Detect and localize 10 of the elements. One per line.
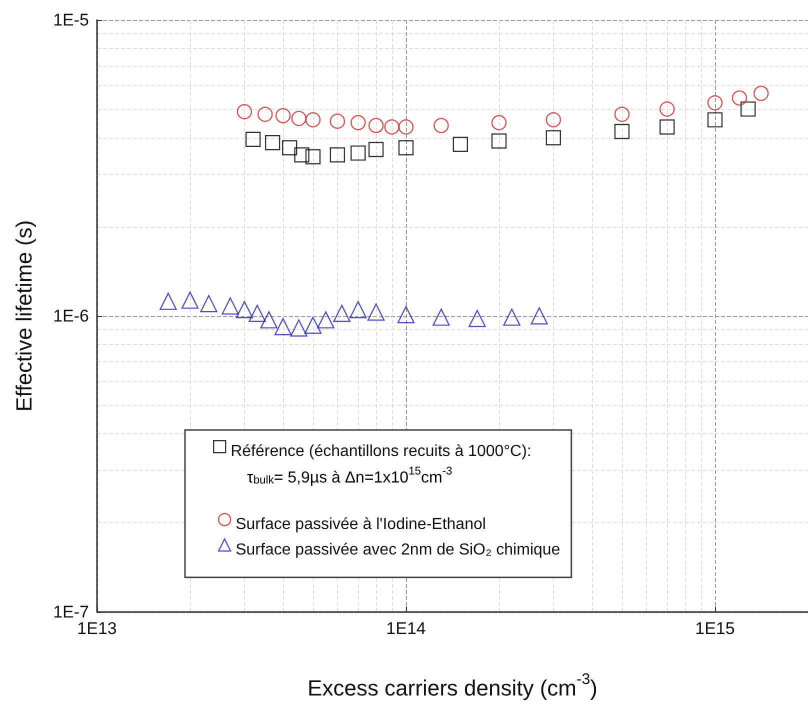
- x-tick-label: 1E14: [386, 618, 426, 638]
- x-tick-label: 1E13: [77, 618, 117, 638]
- legend-label: Surface passivée à l'Iodine-Ethanol: [236, 516, 486, 533]
- x-tick-label: 1E15: [695, 618, 735, 638]
- legend-label: Référence (échantillons recuits à 1000°C):: [230, 442, 532, 460]
- y-tick-label: 1E-6: [53, 306, 89, 326]
- y-tick-label: 1E-7: [53, 602, 89, 622]
- y-tick-label: 1E-5: [53, 10, 89, 30]
- legend-label: Surface passivée avec 2nm de SiO₂ chimique: [236, 541, 560, 558]
- y-axis-title: Effective lifetime (s): [12, 220, 36, 412]
